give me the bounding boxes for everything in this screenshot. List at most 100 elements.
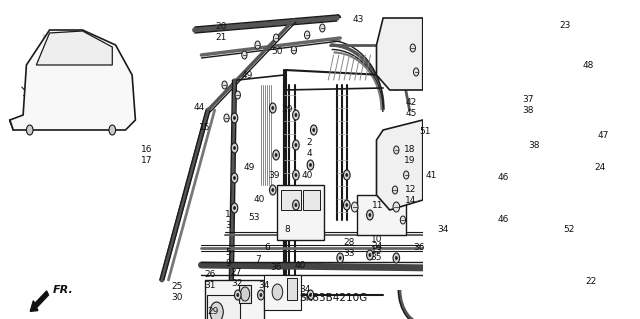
- Bar: [277, 185, 324, 240]
- Text: 48: 48: [582, 61, 593, 70]
- Text: 47: 47: [597, 130, 609, 139]
- Circle shape: [292, 140, 300, 150]
- Bar: [239, 285, 251, 303]
- Text: 34: 34: [437, 226, 448, 234]
- Circle shape: [413, 68, 419, 76]
- Text: 34
35: 34 35: [371, 242, 382, 262]
- Text: 28
33: 28 33: [343, 238, 355, 258]
- Circle shape: [242, 51, 247, 59]
- Circle shape: [346, 204, 348, 206]
- Circle shape: [109, 125, 116, 135]
- Text: 51: 51: [419, 128, 431, 137]
- Circle shape: [310, 164, 312, 167]
- Circle shape: [260, 293, 262, 296]
- Text: 44: 44: [194, 103, 205, 113]
- Text: 39: 39: [268, 170, 280, 180]
- Circle shape: [241, 287, 250, 301]
- Circle shape: [344, 200, 350, 210]
- Circle shape: [235, 91, 241, 99]
- Text: 22: 22: [586, 278, 596, 286]
- Circle shape: [224, 114, 229, 122]
- Bar: [264, 275, 301, 310]
- Circle shape: [369, 254, 371, 256]
- Text: SK83B4210G: SK83B4210G: [300, 293, 368, 303]
- Circle shape: [292, 110, 300, 120]
- Text: 15: 15: [199, 123, 211, 132]
- Bar: [287, 278, 297, 300]
- Text: 36: 36: [270, 263, 282, 272]
- Circle shape: [237, 293, 239, 296]
- Circle shape: [272, 189, 274, 191]
- Circle shape: [292, 170, 300, 180]
- Circle shape: [337, 253, 344, 263]
- Bar: [207, 295, 240, 319]
- Circle shape: [346, 174, 348, 176]
- Text: 1
3: 1 3: [225, 210, 231, 230]
- Text: 46: 46: [498, 174, 509, 182]
- Circle shape: [234, 176, 236, 180]
- Circle shape: [275, 153, 277, 157]
- Circle shape: [351, 202, 358, 212]
- Circle shape: [295, 174, 297, 176]
- Circle shape: [231, 143, 238, 153]
- Circle shape: [393, 253, 399, 263]
- Circle shape: [393, 202, 399, 212]
- Text: 50: 50: [271, 48, 283, 56]
- Circle shape: [292, 200, 300, 210]
- Bar: [205, 280, 264, 319]
- Circle shape: [404, 171, 409, 179]
- Circle shape: [313, 129, 315, 131]
- Circle shape: [273, 150, 280, 160]
- Circle shape: [369, 213, 371, 217]
- Text: 26
31: 26 31: [204, 270, 216, 290]
- Text: 52: 52: [564, 226, 575, 234]
- Circle shape: [295, 144, 297, 146]
- Circle shape: [305, 31, 310, 39]
- Circle shape: [307, 160, 314, 170]
- Circle shape: [272, 284, 283, 300]
- Polygon shape: [36, 31, 112, 65]
- Circle shape: [231, 203, 238, 213]
- Text: 34: 34: [259, 280, 270, 290]
- Text: 49: 49: [244, 164, 255, 173]
- Text: 49: 49: [242, 70, 253, 79]
- Circle shape: [273, 34, 279, 42]
- Circle shape: [310, 293, 312, 296]
- Bar: [281, 190, 301, 210]
- Circle shape: [400, 216, 406, 224]
- Circle shape: [295, 114, 297, 116]
- Bar: [356, 195, 406, 235]
- Circle shape: [26, 125, 33, 135]
- Circle shape: [344, 170, 350, 180]
- Text: 42
45: 42 45: [405, 98, 417, 118]
- Text: 10
13: 10 13: [371, 235, 382, 255]
- Circle shape: [231, 173, 238, 183]
- Text: 40: 40: [295, 261, 306, 270]
- Polygon shape: [376, 18, 423, 90]
- Text: 23: 23: [559, 20, 570, 29]
- Text: 36: 36: [413, 243, 424, 253]
- Circle shape: [367, 210, 373, 220]
- Text: 29: 29: [207, 308, 218, 316]
- Text: 24: 24: [594, 164, 605, 173]
- Text: 34: 34: [300, 286, 311, 294]
- Circle shape: [310, 125, 317, 135]
- Text: 6: 6: [264, 243, 270, 253]
- Circle shape: [258, 290, 264, 300]
- Circle shape: [269, 103, 276, 113]
- Circle shape: [234, 116, 236, 120]
- Text: 40: 40: [301, 170, 313, 180]
- Text: 41: 41: [426, 170, 437, 180]
- Text: 40: 40: [253, 196, 264, 204]
- Text: 16
17: 16 17: [141, 145, 152, 165]
- Circle shape: [272, 107, 274, 109]
- Text: 43: 43: [353, 16, 364, 25]
- Circle shape: [222, 81, 227, 89]
- Circle shape: [410, 44, 415, 52]
- Circle shape: [307, 290, 314, 300]
- Circle shape: [231, 113, 238, 123]
- Text: 39: 39: [282, 106, 293, 115]
- Text: 2
4: 2 4: [307, 138, 312, 158]
- Text: 53: 53: [248, 213, 260, 222]
- Text: 5
9: 5 9: [225, 248, 231, 268]
